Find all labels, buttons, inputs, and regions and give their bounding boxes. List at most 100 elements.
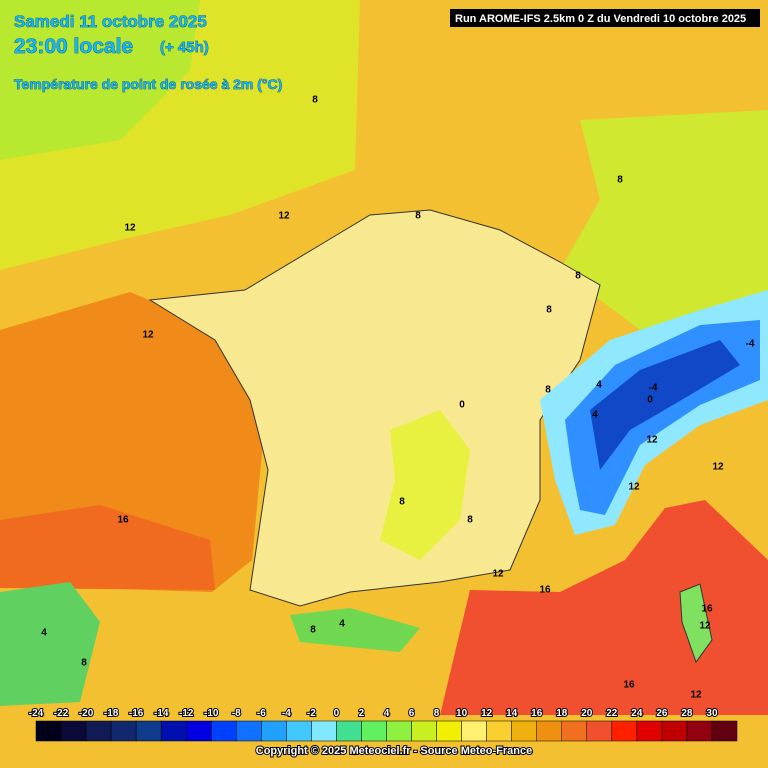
legend-tick-label: 24 xyxy=(631,708,643,719)
legend-swatch xyxy=(35,720,62,742)
legend-tick-label: -18 xyxy=(104,708,119,719)
legend-tick-label: 4 xyxy=(384,708,390,719)
contour-label: 12 xyxy=(712,462,724,473)
legend-tick-label: 28 xyxy=(681,708,693,719)
legend-swatch xyxy=(236,720,262,742)
legend-tick-label: -14 xyxy=(154,708,169,719)
contour-label: 4 xyxy=(592,410,598,421)
contour-label: 0 xyxy=(647,395,653,406)
contour-label: 4 xyxy=(596,380,602,391)
legend-tick-label: 2 xyxy=(359,708,365,719)
contour-label: 16 xyxy=(539,585,551,596)
run-info: Run AROME-IFS 2.5km 0 Z du Vendredi 10 o… xyxy=(455,13,746,25)
legend: -24 -22 -20 -18 -16 -14 -12 -10 -8 -6 -4 -2 0 2 4 6 8 10 1… xyxy=(28,707,738,742)
contour-label: 8 xyxy=(617,175,623,186)
legend-tick-label: 30 xyxy=(706,708,718,719)
legend-swatch xyxy=(60,720,87,742)
copyright: Copyright © 2025 Meteociel.fr - Source M… xyxy=(256,745,532,757)
legend-swatch xyxy=(411,720,437,742)
mediterranean xyxy=(440,500,768,715)
legend-swatch xyxy=(561,720,588,742)
contour-label: 8 xyxy=(546,305,552,316)
contour-label: 12 xyxy=(690,690,702,701)
legend-swatch xyxy=(386,720,412,742)
legend-swatch xyxy=(85,720,112,742)
contour-label: 12 xyxy=(646,435,658,446)
legend-swatch xyxy=(160,720,187,742)
contour-label: 4 xyxy=(339,619,345,630)
contour-label: 8 xyxy=(415,211,421,222)
legend-tick-label: 10 xyxy=(456,708,468,719)
corsica xyxy=(679,583,713,664)
uk-green xyxy=(0,0,200,160)
legend-tick-label: 18 xyxy=(556,708,568,719)
france xyxy=(148,209,601,607)
east-green xyxy=(560,110,768,330)
legend-tick-label: -20 xyxy=(79,708,94,719)
contour-label: 12 xyxy=(278,211,290,222)
contour-label: 12 xyxy=(142,330,154,341)
legend-tick-label: 16 xyxy=(531,708,543,719)
contour-label: 8 xyxy=(467,515,473,526)
legend-swatch xyxy=(361,720,387,742)
legend-swatch xyxy=(686,720,713,742)
legend-swatch xyxy=(661,720,688,742)
time: 23:00 locale xyxy=(14,35,133,58)
variable: Température de point de rosée à 2m (°C) xyxy=(14,76,282,92)
contour-label: 16 xyxy=(117,515,129,526)
contour-label: 0 xyxy=(459,400,465,411)
contour-label: 8 xyxy=(81,658,87,669)
legend-tick-label: -22 xyxy=(54,708,69,719)
legend-tick-label: -4 xyxy=(282,708,291,719)
iberia-green xyxy=(0,582,100,706)
legend-swatch xyxy=(286,720,312,742)
legend-swatch xyxy=(135,720,162,742)
contour-label: 12 xyxy=(124,223,136,234)
legend-swatch xyxy=(211,720,237,742)
legend-swatch xyxy=(611,720,638,742)
atlantic-warm xyxy=(0,505,215,590)
legend-tick-label: -16 xyxy=(129,708,144,719)
legend-swatch xyxy=(461,720,487,742)
legend-swatch xyxy=(636,720,663,742)
contour-label: 4 xyxy=(41,628,47,639)
contour-label: 8 xyxy=(310,625,316,636)
legend-tick-label: -8 xyxy=(232,708,241,719)
legend-swatch xyxy=(436,720,462,742)
contour-label: -4 xyxy=(746,339,755,350)
lead-time: (+ 45h) xyxy=(160,39,209,56)
massif-central xyxy=(380,410,470,560)
contour-label: 16 xyxy=(623,680,635,691)
date: Samedi 11 octobre 2025 xyxy=(14,12,207,31)
legend-swatch xyxy=(711,720,738,742)
contour-label: 8 xyxy=(399,497,405,508)
legend-tick-label: -24 xyxy=(29,708,44,719)
run-box xyxy=(450,9,760,27)
alps-core xyxy=(590,340,740,470)
legend-tick-label: 14 xyxy=(506,708,518,719)
legend-tick-label: 26 xyxy=(656,708,668,719)
legend-swatch xyxy=(586,720,613,742)
contour-label: 8 xyxy=(545,385,551,396)
legend-tick-label: -10 xyxy=(204,708,219,719)
legend-swatch xyxy=(536,720,563,742)
pyrenees xyxy=(290,608,420,652)
legend-tick-label: 8 xyxy=(434,708,440,719)
legend-swatch xyxy=(311,720,337,742)
contour-label: 8 xyxy=(575,271,581,282)
legend-tick-label: -12 xyxy=(179,708,194,719)
legend-tick-label: 20 xyxy=(581,708,593,719)
legend-swatch xyxy=(486,720,512,742)
legend-tick-label: 22 xyxy=(606,708,618,719)
contour-labels: 12 12 12 16 8 8 8 8 8 8 0 8 8 4 0 12 12 … xyxy=(41,95,755,701)
legend-swatch xyxy=(261,720,287,742)
contour-label: 12 xyxy=(492,569,504,580)
contour-label: -4 xyxy=(649,383,658,394)
contour-label: 16 xyxy=(701,604,713,615)
legend-tick-label: -2 xyxy=(307,708,316,719)
legend-tick-label: 12 xyxy=(481,708,493,719)
legend-tick-label: 6 xyxy=(409,708,415,719)
contour-label: 12 xyxy=(699,621,711,632)
legend-swatch xyxy=(185,720,212,742)
